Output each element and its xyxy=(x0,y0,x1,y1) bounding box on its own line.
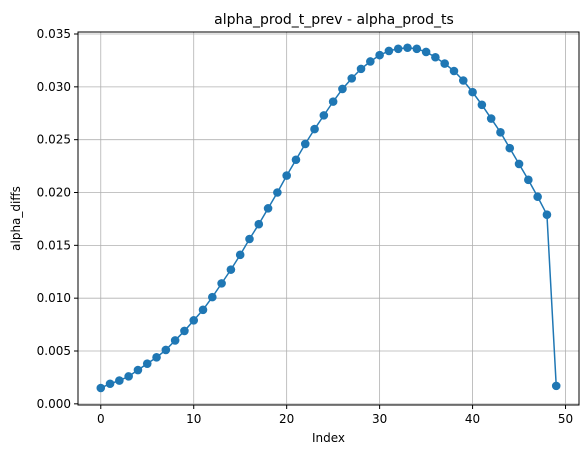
data-point xyxy=(152,353,161,362)
y-tick-label: 0.015 xyxy=(37,238,71,252)
data-point xyxy=(393,44,403,54)
series-layer xyxy=(96,43,561,393)
data-point xyxy=(449,66,459,76)
data-point xyxy=(180,326,189,336)
y-tick-label: 0.000 xyxy=(37,397,71,411)
data-point xyxy=(496,127,505,137)
x-axis-label: Index xyxy=(312,431,345,445)
data-point xyxy=(226,265,236,274)
data-point xyxy=(524,175,533,185)
data-point xyxy=(310,124,319,134)
data-point xyxy=(421,47,431,57)
data-point xyxy=(533,192,542,202)
data-point xyxy=(161,345,171,355)
data-point xyxy=(282,171,291,180)
data-point xyxy=(477,100,487,110)
data-point xyxy=(319,111,329,120)
data-point xyxy=(403,43,412,53)
data-point xyxy=(124,372,133,381)
data-point xyxy=(440,59,449,68)
data-point xyxy=(551,381,561,391)
grid-lines xyxy=(78,32,579,405)
data-point xyxy=(235,250,245,260)
y-tick-label: 0.035 xyxy=(37,27,71,41)
data-point xyxy=(356,64,366,74)
data-point xyxy=(198,305,208,315)
data-point xyxy=(208,292,217,302)
x-tick-label: 50 xyxy=(558,412,573,426)
data-point xyxy=(505,143,515,153)
data-point xyxy=(384,46,394,56)
data-point xyxy=(366,57,375,66)
data-point xyxy=(189,316,199,325)
data-point xyxy=(133,365,143,375)
chart-title: alpha_prod_t_prev - alpha_prod_ts xyxy=(214,12,454,28)
data-point xyxy=(170,336,180,345)
data-point xyxy=(263,204,273,213)
x-tick-label: 10 xyxy=(186,412,201,426)
data-point xyxy=(105,379,115,389)
y-tick-label: 0.010 xyxy=(37,291,71,305)
data-point xyxy=(291,155,301,165)
y-tick-label: 0.020 xyxy=(37,186,71,200)
data-point xyxy=(245,234,254,244)
data-point xyxy=(514,159,524,169)
data-point xyxy=(486,114,496,123)
x-tick-label: 40 xyxy=(465,412,480,426)
data-point xyxy=(254,219,264,229)
data-point xyxy=(338,84,347,94)
data-point xyxy=(142,359,152,368)
data-point xyxy=(431,52,440,62)
data-point xyxy=(468,87,477,97)
data-point xyxy=(375,50,384,60)
y-tick-label: 0.030 xyxy=(37,80,71,94)
series-line xyxy=(100,46,557,389)
y-axis-label: alpha_diffs xyxy=(9,186,23,251)
axis-ticks: 0 10 20 30 40 50 0.000 0.005 0.010 0.015 0.020 0.02… xyxy=(37,27,574,426)
x-tick-label: 20 xyxy=(279,412,294,426)
data-point xyxy=(347,74,357,83)
data-point xyxy=(300,139,310,149)
data-point xyxy=(412,44,422,54)
data-point xyxy=(115,376,124,385)
data-point xyxy=(328,97,338,106)
y-tick-label: 0.025 xyxy=(37,133,71,147)
data-point xyxy=(458,76,468,85)
y-tick-label: 0.005 xyxy=(37,344,71,358)
data-point xyxy=(273,188,282,197)
plot-frame xyxy=(77,31,580,406)
x-tick-label: 30 xyxy=(372,412,387,426)
data-point xyxy=(542,210,552,219)
x-tick-label: 0 xyxy=(97,412,105,426)
data-point xyxy=(96,383,106,393)
data-point xyxy=(217,279,226,288)
